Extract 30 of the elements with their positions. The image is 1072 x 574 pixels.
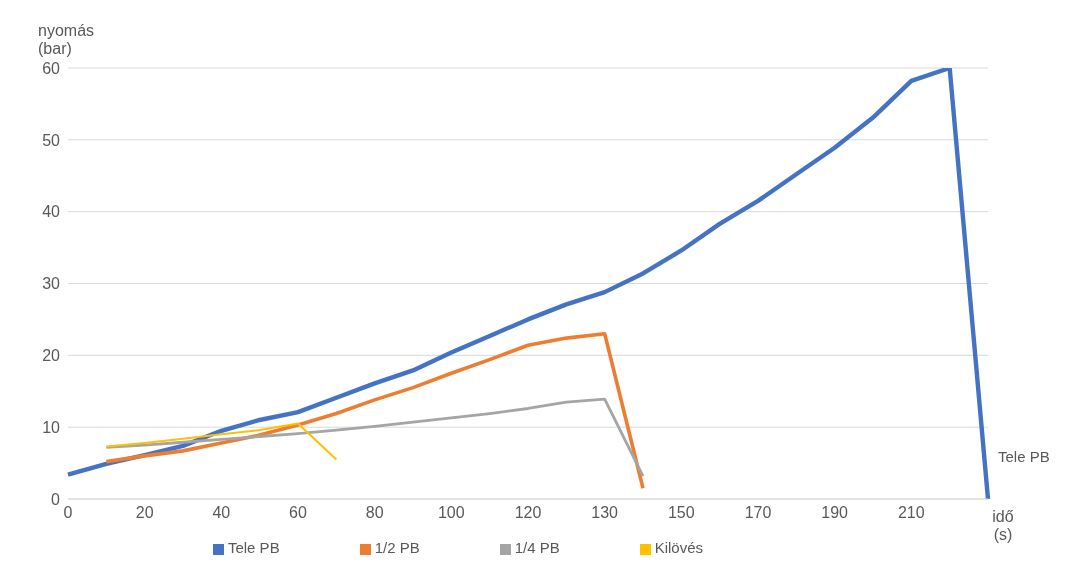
legend-label: Kilövés — [654, 539, 704, 556]
x-axis-title: idő (s) — [991, 508, 1015, 544]
x-tick-label: 100 — [437, 504, 465, 522]
x-tick-label: 20 — [135, 504, 154, 522]
y-tick-label: 50 — [42, 131, 61, 149]
y-tick-label: 30 — [42, 275, 61, 293]
legend-label: 1/4 PB — [514, 539, 560, 556]
line-series — [104, 331, 645, 491]
x-tick-label: 60 — [289, 504, 307, 522]
y-tick-label: 40 — [42, 203, 61, 221]
x-tick-label: 170 — [744, 504, 772, 522]
y-tick-label: 0 — [51, 490, 61, 508]
x-tick-label: 0 — [63, 504, 73, 522]
text: Tele PB — [998, 448, 1050, 465]
x-tick-label: 80 — [365, 504, 384, 522]
x-tick-label: 120 — [514, 504, 542, 522]
line-series — [105, 422, 338, 461]
y-tick-label: 10 — [42, 418, 61, 436]
x-tick-label: 130 — [591, 504, 619, 522]
x-tick-label: 210 — [897, 504, 925, 522]
legend-label: 1/2 PB — [374, 539, 420, 556]
legend-label: Tele PB — [227, 539, 280, 556]
y-tick-label: 20 — [42, 347, 61, 365]
x-tick-label: 40 — [212, 504, 231, 522]
line-series — [104, 397, 645, 478]
y-axis-title: nyomás (bar) — [38, 22, 96, 58]
x-tick-label: 190 — [821, 504, 849, 522]
line-series — [65, 68, 991, 499]
x-tick-label: 150 — [667, 504, 695, 522]
y-tick-label: 60 — [42, 59, 61, 77]
